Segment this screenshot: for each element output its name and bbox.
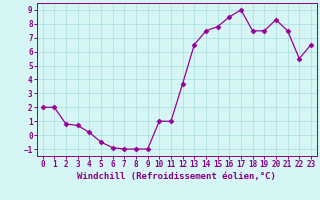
- X-axis label: Windchill (Refroidissement éolien,°C): Windchill (Refroidissement éolien,°C): [77, 172, 276, 181]
